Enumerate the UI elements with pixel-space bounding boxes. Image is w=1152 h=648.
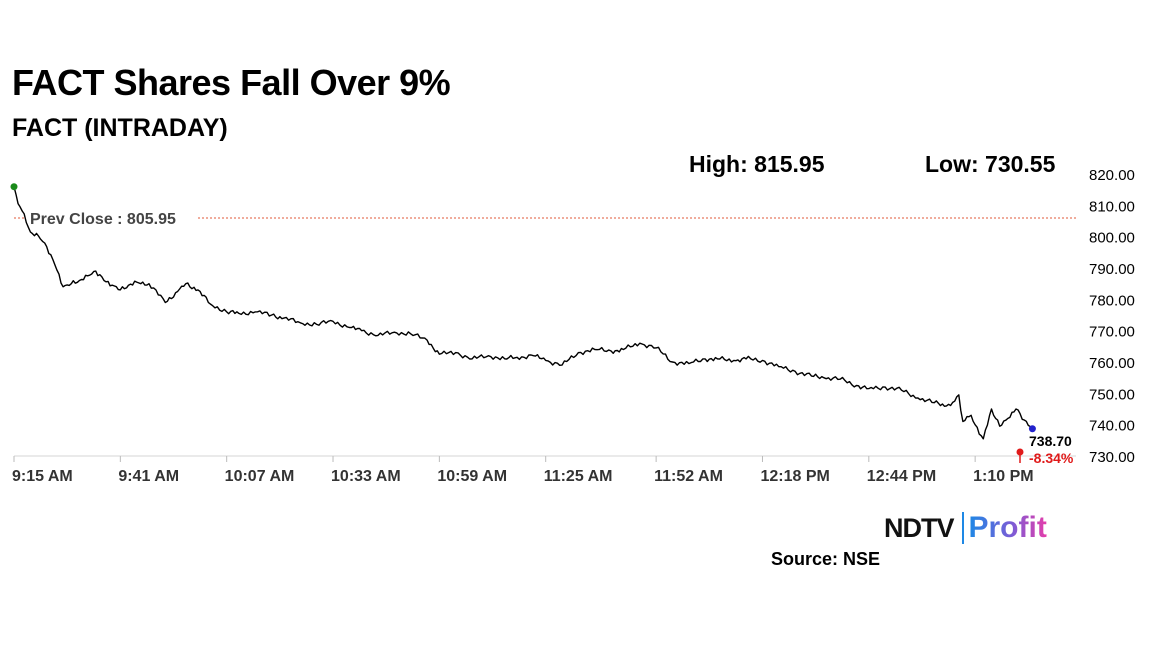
prev-close-label-bg: [26, 207, 196, 230]
change-label: -8.34%: [1029, 450, 1074, 466]
y-tick-label: 820.00: [1089, 167, 1135, 184]
prev-close-label: Prev Close : 805.95: [30, 211, 176, 228]
chart-subtitle: FACT (INTRADAY): [12, 114, 228, 142]
y-tick-label: 750.00: [1089, 386, 1135, 403]
y-tick-label: 770.00: [1089, 324, 1135, 341]
logo-ndtv-text: NDTV: [884, 512, 954, 543]
y-tick-label: 740.00: [1089, 418, 1135, 435]
logo-profit-text: Profit: [968, 511, 1047, 544]
end-point-marker: [1028, 425, 1036, 433]
x-tick-label: 9:15 AM: [12, 468, 73, 485]
high-value: High: 815.95: [689, 151, 825, 177]
start-point-marker: [10, 183, 18, 191]
x-tick-label: 10:59 AM: [437, 468, 507, 485]
price-line: [13, 186, 1033, 440]
change-pin-head: [1016, 448, 1024, 456]
y-tick-label: 760.00: [1089, 355, 1135, 372]
y-tick-label: 790.00: [1089, 261, 1135, 278]
x-tick-label: 9:41 AM: [118, 468, 179, 485]
x-tick-label: 10:33 AM: [331, 468, 401, 485]
ndtv-profit-logo: NDTV Profit: [884, 510, 1047, 546]
last-value-label: 738.70: [1029, 433, 1072, 449]
y-tick-label: 810.00: [1089, 198, 1135, 215]
y-tick-label: 730.00: [1089, 449, 1135, 466]
y-tick-label: 780.00: [1089, 292, 1135, 309]
chart-title: FACT Shares Fall Over 9%: [12, 62, 451, 103]
x-tick-label: 12:44 PM: [867, 468, 936, 485]
source-note: Source: NSE: [771, 549, 881, 569]
x-tick-label: 10:07 AM: [225, 468, 295, 485]
x-tick-label: 12:18 PM: [760, 468, 829, 485]
x-tick-label: 1:10 PM: [973, 468, 1033, 485]
logo-divider: [961, 512, 964, 544]
low-value: Low: 730.55: [925, 151, 1056, 177]
x-tick-label: 11:52 AM: [654, 468, 723, 485]
x-tick-label: 11:25 AM: [544, 468, 613, 485]
y-tick-label: 800.00: [1089, 230, 1135, 247]
